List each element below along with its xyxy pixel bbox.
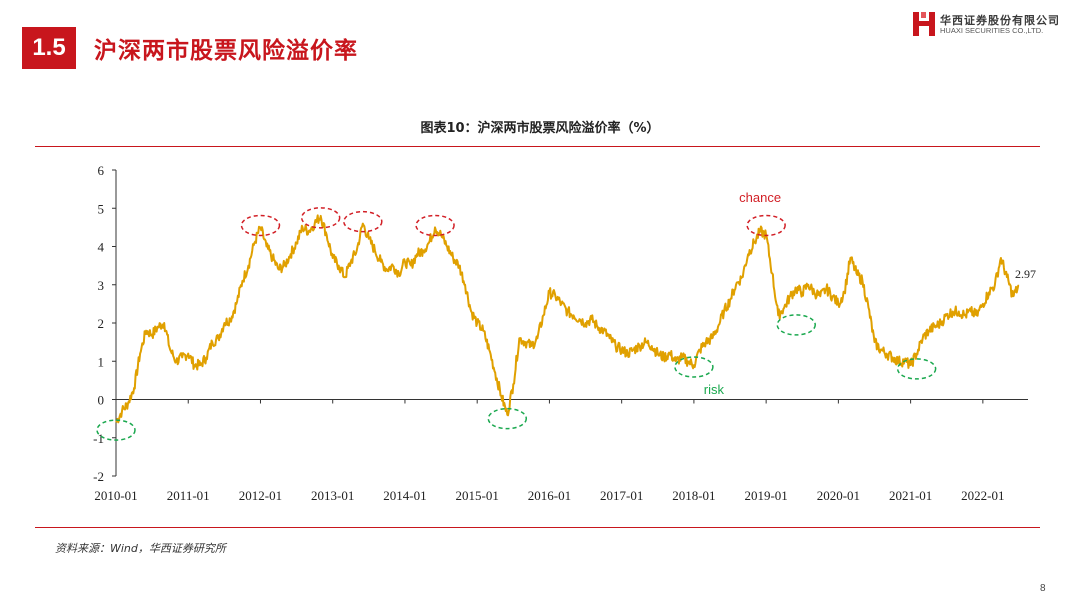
y-tick-label: 5 bbox=[98, 201, 105, 216]
x-tick-label: 2021-01 bbox=[889, 488, 932, 503]
bottom-divider bbox=[35, 527, 1040, 528]
risk-marker-ellipse bbox=[674, 356, 714, 378]
risk-marker-ellipse bbox=[896, 358, 937, 380]
chance-marker-ellipse bbox=[343, 210, 383, 233]
risk-marker-ellipse bbox=[96, 419, 136, 441]
x-tick-label: 2018-01 bbox=[672, 488, 715, 503]
y-tick-label: -2 bbox=[93, 469, 104, 484]
figure-title: 图表10：沪深两市股票风险溢价率（%） bbox=[420, 121, 660, 136]
top-divider bbox=[35, 146, 1040, 147]
risk-annotation: risk bbox=[704, 382, 725, 397]
section-title: 沪深两市股票风险溢价率 bbox=[94, 38, 358, 64]
chance-marker-ellipse bbox=[746, 214, 786, 237]
y-tick-label: 3 bbox=[98, 278, 105, 293]
x-tick-label: 2017-01 bbox=[600, 488, 643, 503]
risk-marker-ellipse bbox=[487, 407, 528, 430]
y-tick-label: 4 bbox=[98, 240, 105, 255]
x-tick-label: 2020-01 bbox=[817, 488, 860, 503]
x-tick-label: 2011-01 bbox=[167, 488, 210, 503]
line-chart: -2 -1 0 1 2 3 4 5 6 2010-01 2011-01 2012-01 2013-01 2… bbox=[93, 163, 1036, 503]
section-number-badge: 1.5 bbox=[22, 27, 76, 69]
x-tick-label: 2013-01 bbox=[311, 488, 354, 503]
chance-annotation: chance bbox=[739, 190, 781, 205]
y-tick-label: 1 bbox=[98, 354, 105, 369]
logo-company-name-en: HUAXI SECURITIES CO.,LTD. bbox=[940, 26, 1044, 35]
x-tick-label: 2010-01 bbox=[94, 488, 137, 503]
y-tick-label: -1 bbox=[93, 431, 104, 446]
end-value-label: 2.97 bbox=[1015, 267, 1036, 281]
x-tick-label: 2016-01 bbox=[528, 488, 571, 503]
y-tick-label: 2 bbox=[98, 316, 105, 331]
chance-marker-ellipse bbox=[415, 214, 455, 237]
series-line bbox=[115, 214, 1020, 424]
chance-marker-ellipse bbox=[240, 214, 281, 237]
page-number: 8 bbox=[1040, 583, 1046, 594]
logo-company-name-cn: 华西证券股份有限公司 bbox=[940, 14, 1060, 27]
x-tick-label: 2022-01 bbox=[961, 488, 1004, 503]
chance-marker-ellipse bbox=[300, 207, 341, 229]
x-tick-label: 2019-01 bbox=[744, 488, 787, 503]
risk-marker-ellipse bbox=[776, 314, 816, 336]
x-tick-label: 2012-01 bbox=[239, 488, 282, 503]
company-logo: 华西证券股份有限公司 HUAXI SECURITIES CO.,LTD. bbox=[908, 6, 1076, 40]
x-tick-label: 2015-01 bbox=[456, 488, 499, 503]
x-tick-label: 2014-01 bbox=[383, 488, 426, 503]
source-note: 资料来源：Wind，华西证券研究所 bbox=[55, 542, 226, 555]
huaxi-h-logo-icon bbox=[913, 12, 935, 36]
y-tick-label: 6 bbox=[98, 163, 105, 178]
y-tick-label: 0 bbox=[98, 393, 105, 408]
